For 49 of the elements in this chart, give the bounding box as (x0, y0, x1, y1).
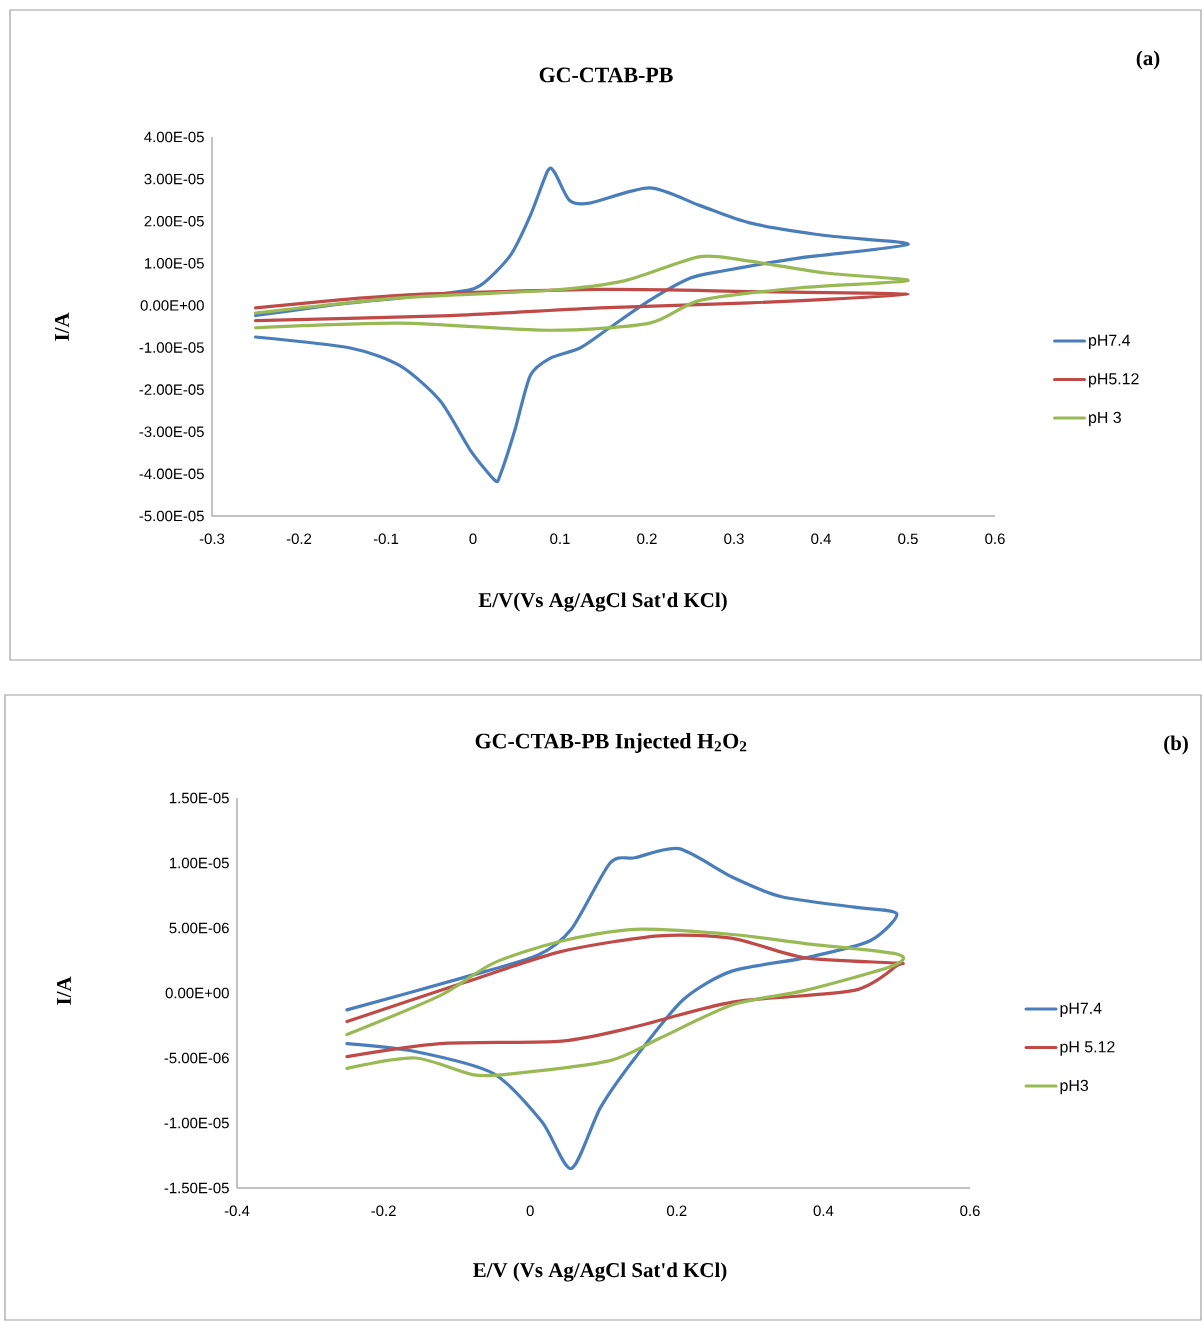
line-series (253, 254, 910, 332)
y-tick-label: 1.00E-05 (144, 258, 204, 269)
y-axis-title: I/A (54, 312, 70, 341)
x-axis-title: E/V (Vs Ag/AgCl Sat'd KCl) (473, 1262, 727, 1282)
x-tick-label: -0.4 (224, 1205, 250, 1217)
x-tick-label: 0 (526, 1205, 534, 1217)
x-tick-label: 0.6 (985, 533, 1005, 545)
x-tick-label: -0.2 (371, 1205, 396, 1217)
x-tick-label: 0 (469, 533, 477, 545)
x-tick-label: -0.2 (286, 533, 312, 545)
y-tick-label: -1.00E-05 (139, 342, 204, 353)
y-tick-label: 2.00E-05 (144, 215, 204, 227)
legend-label: pH 3 (1089, 411, 1121, 427)
y-axis-title: I/A (56, 976, 72, 1005)
y-tick-label: -3.00E-05 (139, 426, 204, 438)
y-tick-label: -4.00E-05 (139, 468, 204, 480)
x-tick-label: 0.6 (960, 1205, 980, 1217)
legend-label: pH7.4 (1089, 334, 1131, 349)
line-series (345, 847, 899, 1171)
text: (a) (1136, 50, 1160, 70)
x-tick-label: 0.4 (811, 533, 831, 545)
legend-label: pH 5.12 (1060, 1041, 1115, 1056)
x-tick-label: -0.3 (199, 533, 225, 545)
x-tick-label: 0.2 (637, 533, 657, 545)
text: (b) (1164, 735, 1188, 755)
x-tick-label: -0.1 (373, 533, 399, 545)
y-tick-label: -5.00E-05 (139, 510, 204, 522)
y-tick-label: 5.00E-06 (169, 922, 229, 934)
x-tick-label: 0.4 (813, 1205, 834, 1217)
y-tick-label: -1.00E-05 (164, 1117, 229, 1129)
y-tick-label: -5.00E-06 (164, 1052, 229, 1064)
y-tick-label: 0.00E+00 (165, 987, 229, 999)
y-tick-label: 1.00E-05 (169, 857, 229, 869)
legend-label: pH3 (1060, 1079, 1089, 1095)
y-tick-label: 1.50E-05 (169, 792, 229, 804)
chart-title: GC-CTAB-PB Injected H$_{2}$O$_{2}$ (475, 733, 747, 753)
x-tick-label: 0.1 (550, 533, 570, 545)
x-axis-title: E/V(Vs Ag/AgCl Sat'd KCl) (478, 592, 727, 612)
x-tick-label: 0.2 (667, 1205, 687, 1217)
chart-title: GC-CTAB-PB (539, 67, 673, 83)
y-tick-label: 3.00E-05 (144, 173, 204, 185)
y-tick-label: -1.50E-05 (164, 1182, 229, 1194)
y-tick-label: -2.00E-05 (139, 384, 204, 395)
legend-label: pH5.12 (1089, 373, 1139, 388)
legend-label: pH7.4 (1060, 1002, 1102, 1018)
x-tick-label: 0.3 (724, 533, 744, 545)
x-tick-label: 0.5 (898, 533, 918, 545)
y-tick-label: 4.00E-05 (144, 131, 204, 143)
y-tick-label: 0.00E+00 (140, 300, 204, 311)
